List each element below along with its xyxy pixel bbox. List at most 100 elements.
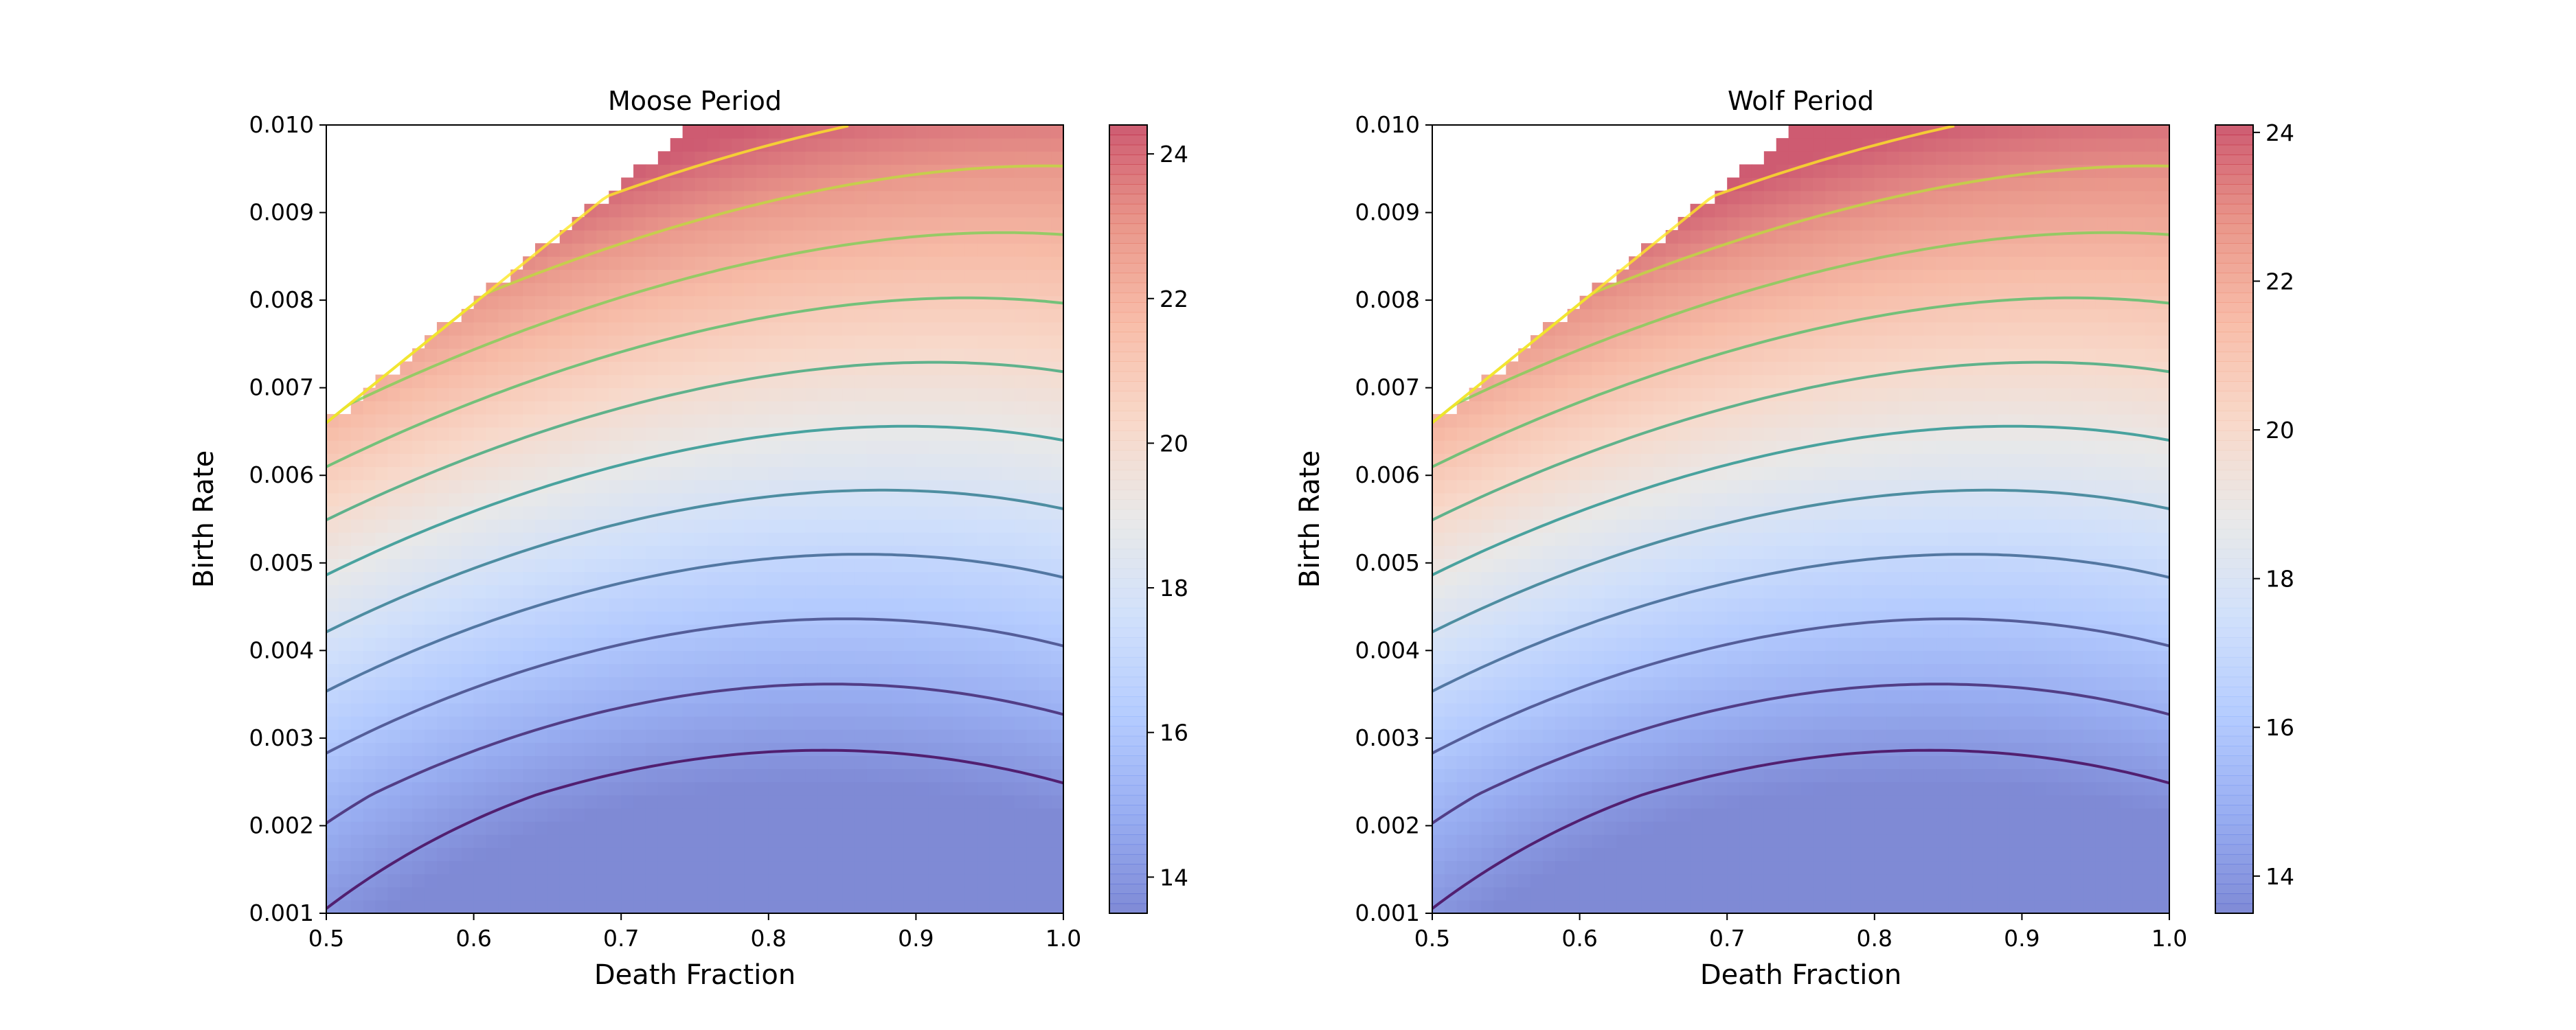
heatmap-cell	[732, 781, 745, 796]
heatmap-cell	[1739, 742, 1752, 756]
heatmap-cell	[694, 519, 708, 533]
heatmap-cell	[1039, 808, 1052, 822]
heatmap-cell	[486, 532, 499, 546]
heatmap-cell	[879, 808, 892, 822]
heatmap-cell	[1715, 794, 1728, 809]
heatmap-cell	[707, 308, 720, 323]
heatmap-cell	[1702, 808, 1715, 822]
heatmap-cell	[523, 440, 536, 454]
heatmap-cell	[1493, 676, 1506, 691]
heatmap-cell	[756, 151, 769, 165]
colorbar-segment	[1109, 184, 1147, 195]
heatmap-cell	[694, 860, 708, 875]
heatmap-cell	[338, 847, 352, 862]
heatmap-cell	[633, 847, 646, 862]
heatmap-cell	[793, 637, 806, 651]
heatmap-cell	[461, 834, 475, 848]
heatmap-cell	[645, 729, 659, 743]
heatmap-cell	[338, 413, 352, 428]
heatmap-cell	[326, 610, 339, 625]
heatmap-cell	[584, 479, 598, 494]
heatmap-cell	[1493, 519, 1506, 533]
heatmap-cell	[1051, 558, 1064, 573]
heatmap-cell	[1518, 374, 1531, 389]
heatmap-cell	[1444, 663, 1458, 678]
heatmap-cell	[756, 282, 769, 297]
heatmap-cell	[670, 427, 683, 441]
heatmap-cell	[621, 440, 634, 454]
heatmap-cell	[559, 505, 573, 520]
heatmap-cell	[1014, 742, 1027, 756]
heatmap-cell	[1690, 624, 1704, 638]
heatmap-cell	[1751, 243, 1765, 257]
heatmap-cell	[1579, 873, 1593, 888]
heatmap-cell	[916, 532, 929, 546]
heatmap-cell	[817, 637, 831, 651]
heatmap-cell	[1039, 755, 1052, 770]
heatmap-cell	[1665, 702, 1679, 717]
heatmap-cell	[756, 821, 769, 835]
heatmap-cell	[1800, 637, 1814, 651]
heatmap-cell	[1800, 571, 1814, 586]
heatmap-cell	[1763, 781, 1777, 796]
heatmap-cell	[1567, 532, 1581, 546]
heatmap-cell	[547, 729, 561, 743]
heatmap-cell	[1751, 361, 1765, 376]
heatmap-cell	[633, 729, 646, 743]
heatmap-cell	[645, 519, 659, 533]
heatmap-cell	[1579, 597, 1593, 612]
heatmap-cell	[1677, 519, 1691, 533]
heatmap-cell	[1518, 505, 1531, 520]
heatmap-cell	[1456, 808, 1470, 822]
heatmap-cell	[461, 322, 475, 336]
heatmap-cell	[953, 427, 966, 441]
heatmap-cell	[817, 216, 831, 231]
heatmap-cell	[1616, 400, 1629, 415]
heatmap-cell	[1800, 282, 1814, 297]
heatmap-cell	[1579, 440, 1593, 454]
heatmap-cell	[879, 427, 892, 441]
heatmap-cell	[547, 492, 561, 507]
heatmap-cell	[989, 597, 1003, 612]
heatmap-cell	[1002, 335, 1015, 349]
heatmap-cell	[842, 243, 855, 257]
heatmap-cell	[854, 308, 868, 323]
heatmap-cell	[1542, 729, 1556, 743]
heatmap-cell	[596, 742, 609, 756]
heatmap-cell	[903, 505, 916, 520]
heatmap-cell	[879, 729, 892, 743]
heatmap-cell	[1751, 295, 1765, 310]
heatmap-cell	[1051, 361, 1064, 376]
heatmap-cell	[928, 702, 941, 717]
heatmap-cell	[350, 676, 364, 691]
heatmap-cell	[350, 650, 364, 665]
heatmap-cell	[596, 847, 609, 862]
heatmap-cell	[1469, 781, 1482, 796]
heatmap-cell	[817, 335, 831, 349]
colorbar-segment	[1109, 125, 1147, 135]
heatmap-cell	[1715, 900, 1728, 914]
heatmap-cell	[1518, 610, 1531, 625]
heatmap-cell	[350, 742, 364, 756]
heatmap-cell	[572, 387, 585, 402]
heatmap-cell	[830, 519, 843, 533]
heatmap-cell	[1763, 361, 1777, 376]
heatmap-cell	[559, 808, 573, 822]
heatmap-cell	[1727, 729, 1740, 743]
heatmap-cell	[756, 164, 769, 179]
heatmap-cell	[964, 216, 978, 231]
heatmap-cell	[1763, 558, 1777, 573]
heatmap-cell	[1763, 295, 1777, 310]
heatmap-cell	[830, 624, 843, 638]
heatmap-cell	[1493, 821, 1506, 835]
heatmap-cell	[732, 125, 745, 139]
heatmap-cell	[1456, 466, 1470, 481]
heatmap-cell	[400, 873, 413, 888]
heatmap-cell	[1567, 755, 1581, 770]
heatmap-cell	[1592, 702, 1605, 717]
heatmap-cell	[326, 716, 339, 730]
heatmap-cell	[817, 138, 831, 152]
heatmap-cell	[510, 873, 523, 888]
heatmap-cell	[964, 702, 978, 717]
heatmap-cell	[866, 505, 880, 520]
